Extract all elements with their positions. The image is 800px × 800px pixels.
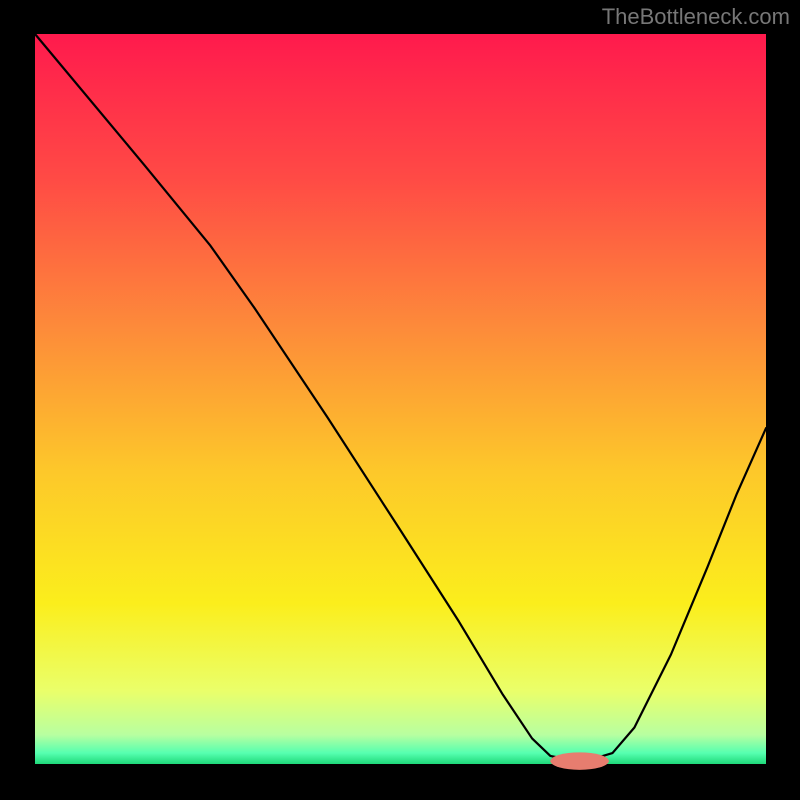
- gradient-background: [35, 34, 766, 764]
- bottleneck-chart: [0, 0, 800, 800]
- optimum-marker: [550, 752, 608, 770]
